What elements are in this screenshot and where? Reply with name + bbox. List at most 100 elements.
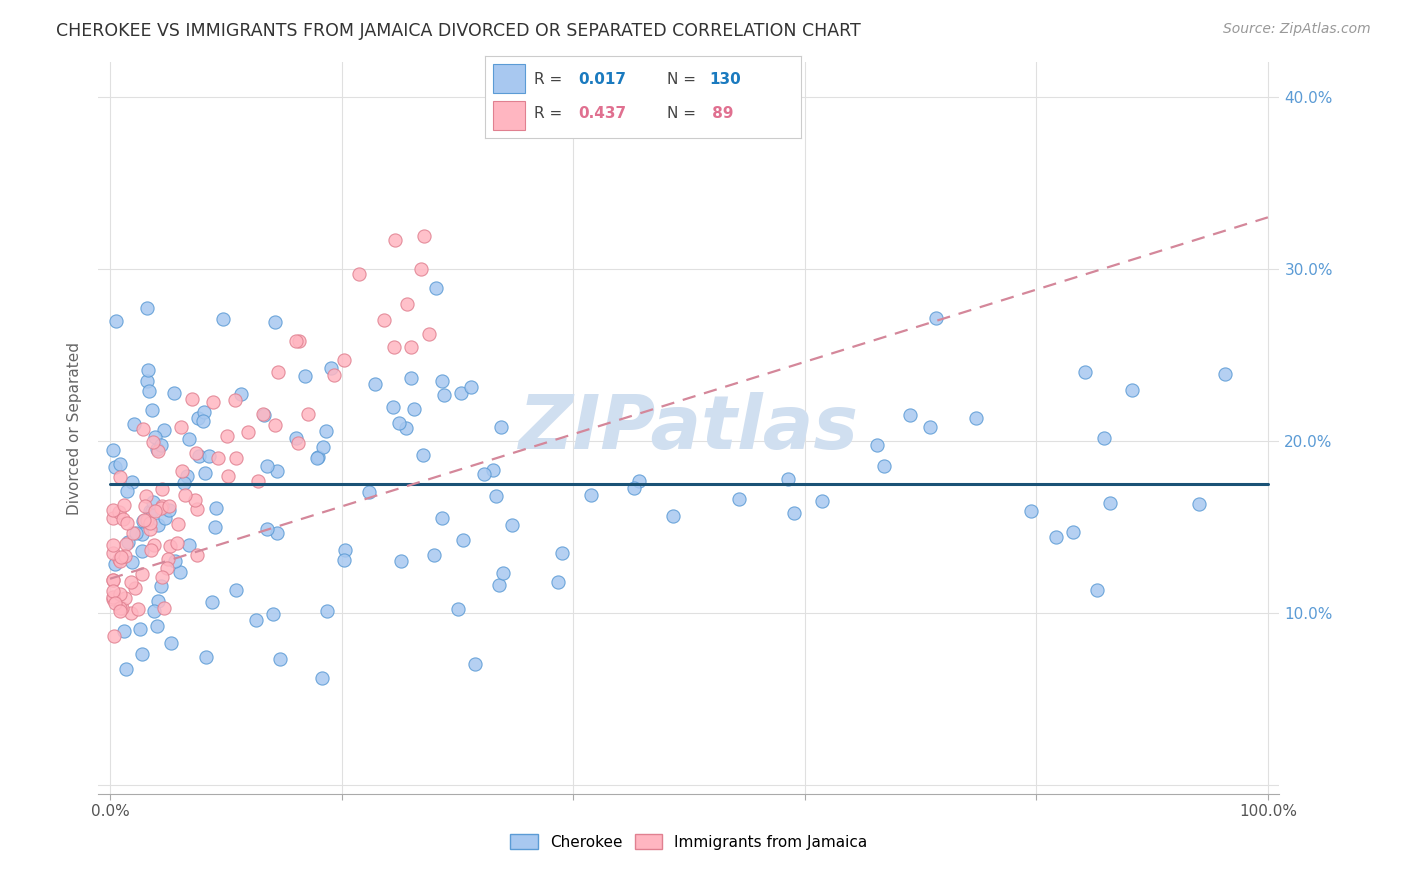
Point	[150, 579, 173, 593]
Point	[1092, 431, 1115, 445]
Point	[212, 311, 235, 326]
Point	[579, 488, 602, 502]
Text: CHEROKEE VS IMMIGRANTS FROM JAMAICA DIVORCED OR SEPARATED CORRELATION CHART: CHEROKEE VS IMMIGRANTS FROM JAMAICA DIVO…	[56, 22, 860, 40]
Point	[873, 458, 896, 473]
Point	[1074, 365, 1097, 379]
Point	[117, 535, 139, 549]
Point	[1121, 384, 1143, 398]
Point	[1062, 524, 1084, 539]
Point	[284, 431, 307, 445]
Point	[142, 434, 165, 449]
Point	[430, 374, 453, 388]
Point	[1213, 367, 1236, 381]
Point	[160, 636, 183, 650]
Point	[142, 495, 165, 509]
Point	[146, 517, 169, 532]
Point	[173, 475, 195, 490]
Point	[104, 314, 127, 328]
Point	[193, 414, 215, 428]
Point	[120, 606, 142, 620]
Point	[150, 570, 173, 584]
Point	[146, 442, 169, 456]
Legend: Cherokee, Immigrants from Jamaica: Cherokee, Immigrants from Jamaica	[505, 828, 873, 855]
Text: Source: ZipAtlas.com: Source: ZipAtlas.com	[1223, 22, 1371, 37]
Point	[432, 511, 454, 525]
Point	[382, 340, 405, 354]
Point	[925, 311, 948, 326]
Point	[381, 400, 404, 414]
Point	[1019, 504, 1042, 518]
Point	[104, 557, 127, 571]
Text: N =: N =	[666, 71, 700, 87]
Point	[153, 601, 176, 615]
Point	[108, 470, 131, 484]
Point	[294, 369, 316, 384]
Point	[623, 481, 645, 495]
Point	[141, 403, 163, 417]
Point	[450, 385, 472, 400]
Point	[1098, 496, 1121, 510]
Point	[266, 465, 288, 479]
Point	[150, 482, 173, 496]
Point	[364, 376, 387, 391]
Point	[184, 445, 207, 459]
Text: 0.017: 0.017	[578, 71, 627, 87]
Point	[169, 565, 191, 579]
Text: ZIPatlas: ZIPatlas	[519, 392, 859, 465]
Point	[108, 552, 131, 566]
Point	[107, 505, 129, 519]
Point	[1188, 497, 1211, 511]
Point	[433, 388, 456, 402]
Point	[311, 440, 333, 454]
Point	[115, 662, 138, 676]
Point	[129, 623, 152, 637]
Point	[425, 281, 447, 295]
Point	[402, 402, 425, 417]
Point	[143, 430, 166, 444]
Point	[484, 489, 506, 503]
Point	[103, 573, 125, 587]
Point	[103, 591, 125, 606]
Point	[176, 468, 198, 483]
Point	[156, 561, 179, 575]
Point	[121, 555, 143, 569]
Point	[288, 334, 311, 349]
Point	[166, 536, 188, 550]
Point	[131, 647, 153, 661]
Point	[207, 451, 229, 466]
Point	[550, 547, 572, 561]
Point	[108, 603, 131, 617]
Point	[177, 538, 200, 552]
Point	[501, 518, 523, 533]
Point	[384, 233, 406, 247]
Point	[482, 462, 505, 476]
Point	[181, 392, 204, 406]
Point	[170, 464, 193, 478]
Point	[103, 573, 125, 587]
Point	[411, 262, 433, 277]
Point	[131, 544, 153, 558]
Point	[266, 365, 288, 379]
Point	[187, 411, 209, 425]
Point	[245, 613, 267, 627]
Point	[179, 432, 201, 446]
Point	[315, 424, 337, 438]
Point	[627, 474, 650, 488]
Point	[307, 450, 329, 465]
Point	[155, 511, 177, 525]
Point	[150, 500, 173, 514]
Point	[138, 384, 160, 399]
Point	[399, 371, 422, 385]
Point	[186, 501, 208, 516]
Point	[120, 574, 142, 589]
Point	[139, 516, 162, 530]
Point	[152, 424, 174, 438]
Point	[387, 417, 409, 431]
Point	[108, 587, 131, 601]
Point	[297, 408, 319, 422]
Point	[165, 554, 187, 568]
Point	[323, 368, 346, 383]
Point	[139, 504, 162, 518]
Point	[135, 489, 157, 503]
Point	[121, 475, 143, 489]
